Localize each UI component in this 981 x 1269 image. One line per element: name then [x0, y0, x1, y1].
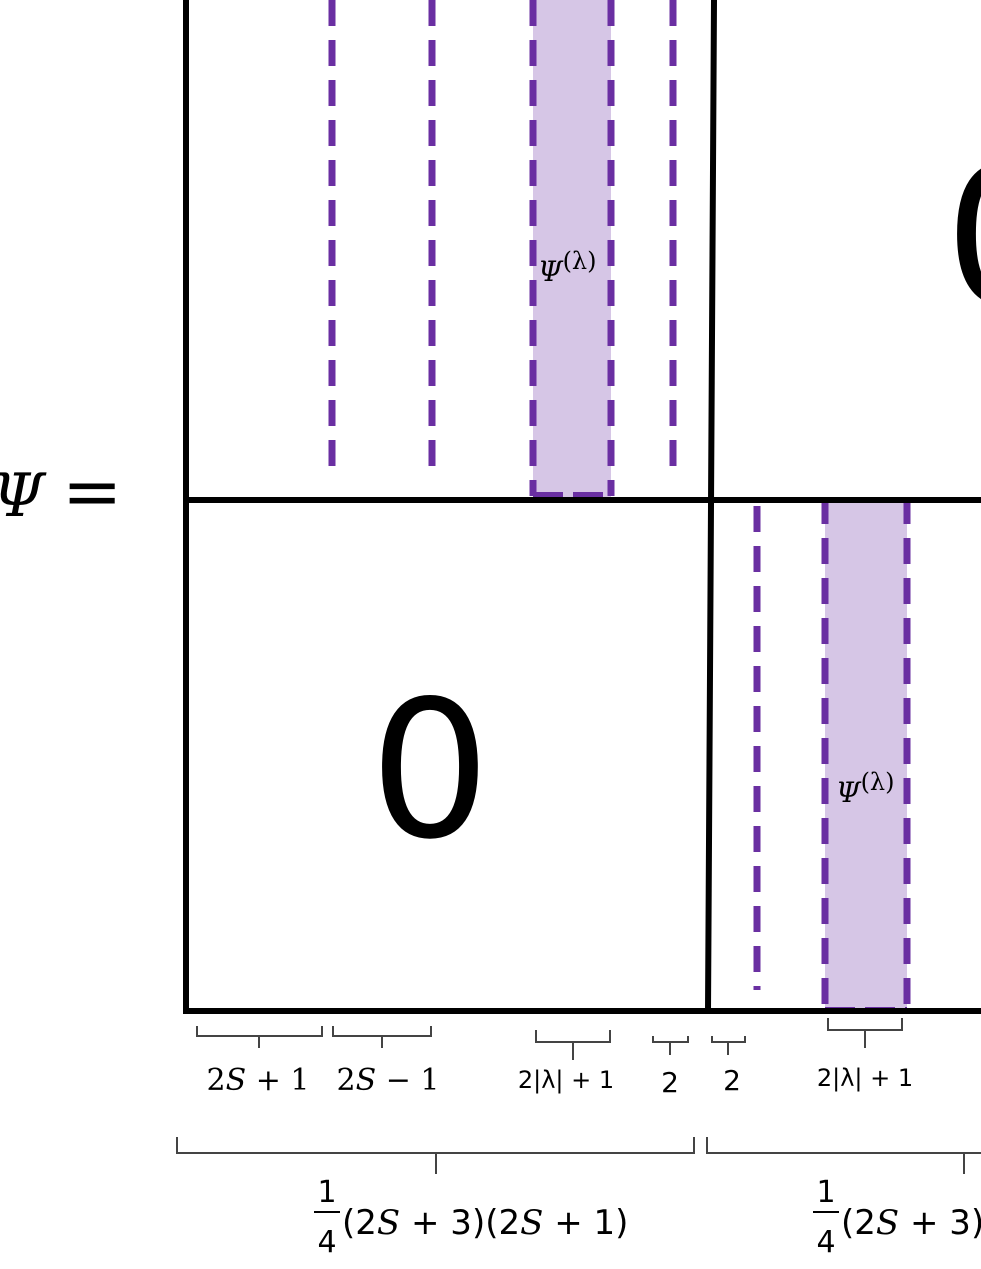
equals-sign: = [62, 449, 122, 533]
dashed-columns-bottom [753, 498, 911, 1011]
matrix-frame [183, 0, 981, 1015]
brace-label-2lambda-plus-1-right: 2|λ| + 1 [817, 1064, 913, 1092]
fraction-numerator: 1 [317, 1175, 336, 1210]
small-braces [196, 1018, 903, 1060]
zero-block-top-right: 0 [945, 127, 981, 348]
zero-block-bottom-left: 0 [370, 660, 491, 881]
psi-lambda-label-top: Ψ(λ) [538, 247, 597, 288]
large-brace-label-left: 1 4 (2S + 3)(2S + 1) [314, 1175, 628, 1260]
dashed-columns-top [328, 0, 677, 496]
large-brace-expression-left: (2S + 3)(2S + 1) [342, 1203, 628, 1243]
brace-label-2S-minus-1: 2S − 1 [337, 1063, 440, 1098]
psi-symbol: Ψ [0, 461, 47, 531]
brace-label-2-left: 2 [661, 1066, 679, 1099]
psi-column-highlight-top [533, 0, 611, 497]
fraction-denominator: 4 [816, 1225, 835, 1260]
brace-label-2lambda-plus-1-left: 2|λ| + 1 [518, 1066, 614, 1094]
large-braces [176, 1137, 981, 1174]
brace-label-2S-plus-1: 2S + 1 [207, 1063, 310, 1098]
large-brace-expression-right: (2S + 3) [841, 1203, 981, 1243]
psi-lambda-label-bottom: Ψ(λ) [836, 768, 895, 809]
large-brace-label-right: 1 4 (2S + 3) [813, 1175, 981, 1260]
brace-label-2-right: 2 [723, 1064, 741, 1097]
psi-column-highlight-bottom [825, 498, 907, 1011]
fraction-numerator: 1 [816, 1175, 835, 1210]
fraction-denominator: 4 [317, 1225, 336, 1260]
